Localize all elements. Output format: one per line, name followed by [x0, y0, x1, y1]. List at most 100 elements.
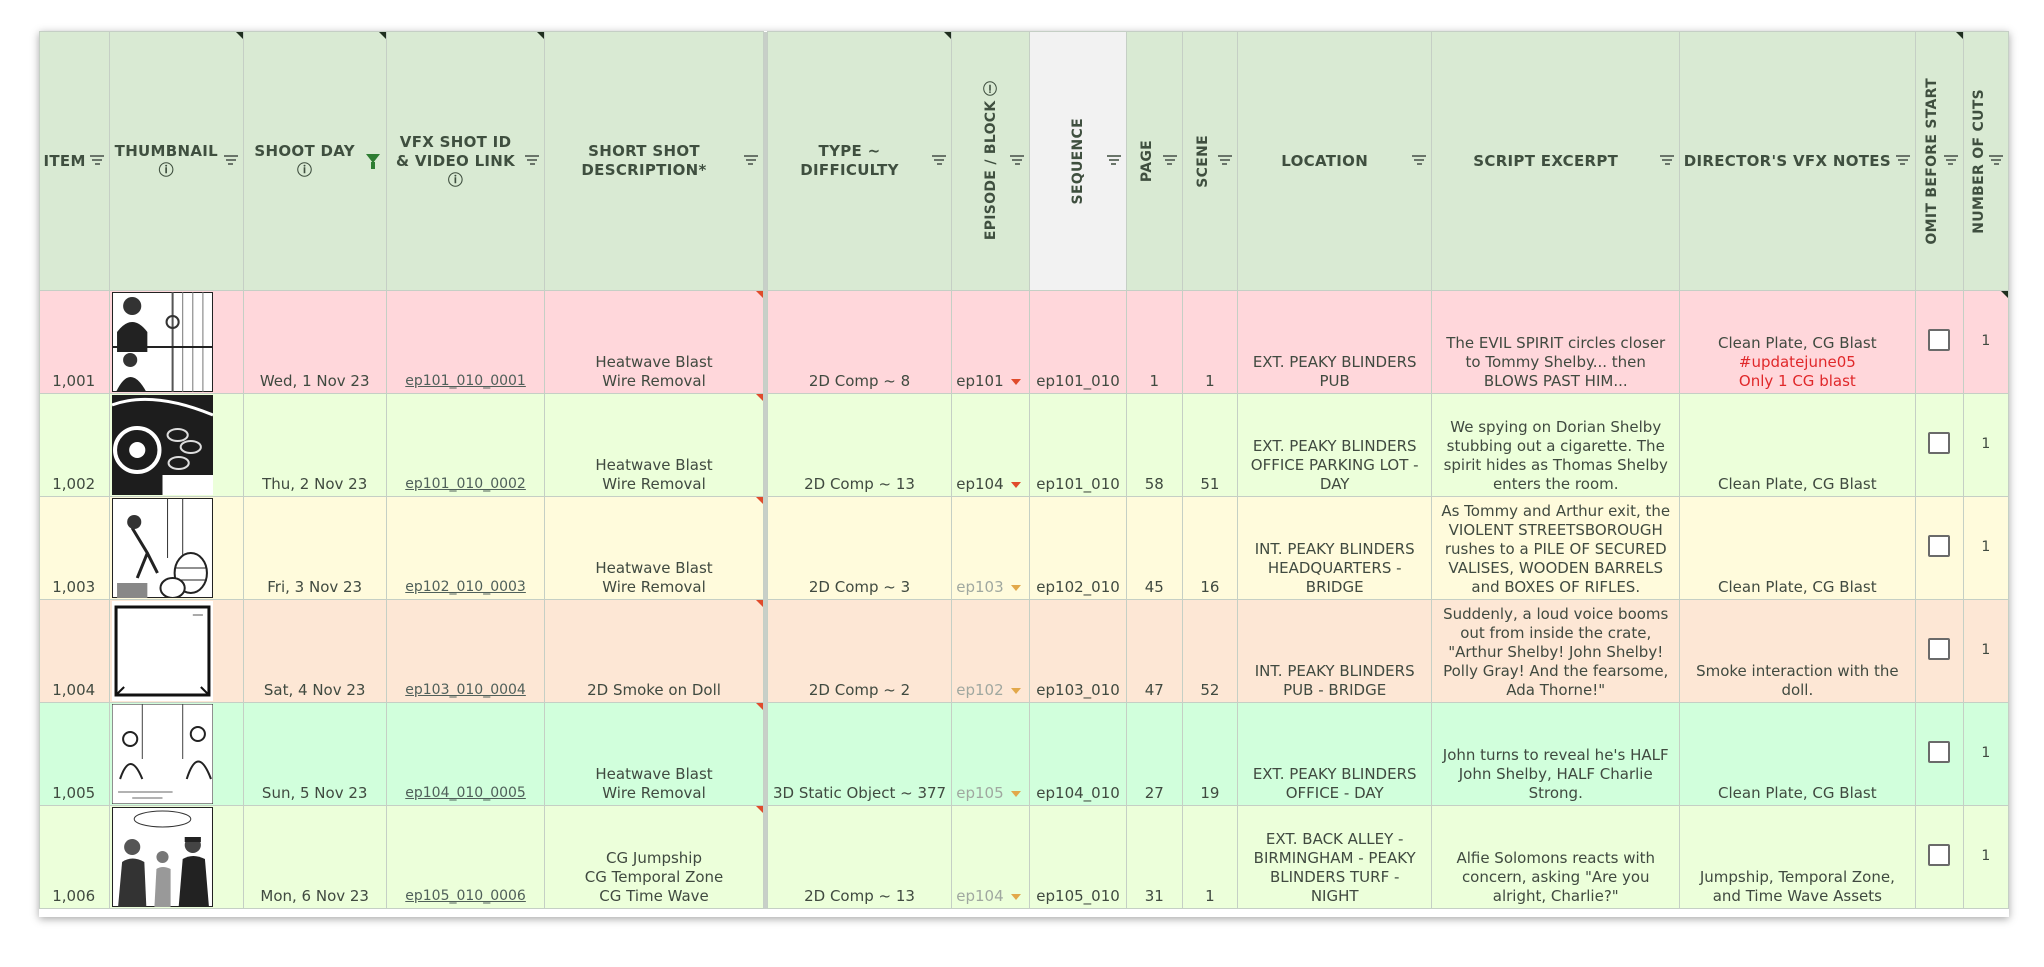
dropdown-arrow-icon[interactable] [1011, 585, 1022, 591]
page-cell[interactable]: 47 [1125, 599, 1183, 703]
vfx-shot-link[interactable]: ep102_010_0003 [385, 496, 546, 600]
thumbnail-cell[interactable] [109, 496, 244, 600]
location-cell[interactable]: EXT. PEAKY BLINDERS OFFICE - DAY [1236, 702, 1433, 806]
header-vfx-shot-id[interactable]: VFX SHOT ID & VIDEO LINK ⓘ [385, 31, 546, 291]
item-cell[interactable]: 1,002 [38, 393, 111, 497]
number-of-cuts-cell[interactable]: 1 [1962, 702, 2010, 806]
scene-cell[interactable]: 1 [1181, 290, 1238, 394]
sequence-cell[interactable]: ep101_010 [1029, 393, 1127, 497]
vfx-shot-link[interactable]: ep105_010_0006 [385, 805, 546, 909]
table-row[interactable]: 1,004 Sat, 4 Nov 23 ep103_010_0004 2D Smoke… [38, 599, 2010, 703]
item-cell[interactable]: 1,004 [38, 599, 111, 703]
header-shoot-day[interactable]: SHOOT DAY ⓘ [242, 31, 387, 291]
thumbnail-image[interactable] [112, 601, 214, 701]
omit-checkbox-cell[interactable] [1914, 496, 1964, 600]
table-row[interactable]: 1,002 Thu, 2 Nov 23 ep101_010_0002 Heatwave… [38, 393, 2010, 497]
number-of-cuts-cell[interactable]: 1 [1962, 805, 2010, 909]
shoot-day-cell[interactable]: Sun, 5 Nov 23 [242, 702, 387, 806]
page-cell[interactable]: 58 [1125, 393, 1183, 497]
dropdown-arrow-icon[interactable] [1011, 894, 1022, 900]
dropdown-arrow-icon[interactable] [1011, 482, 1022, 488]
directors-notes-cell[interactable]: Clean Plate, CG Blast [1679, 496, 1916, 600]
script-excerpt-cell[interactable]: Suddenly, a loud voice booms out from ins… [1431, 599, 1681, 703]
thumbnail-image[interactable] [112, 498, 214, 598]
scene-cell[interactable]: 16 [1181, 496, 1238, 600]
vfx-shot-link[interactable]: ep101_010_0001 [385, 290, 546, 394]
omit-checkbox-cell[interactable] [1914, 393, 1964, 497]
sequence-cell[interactable]: ep102_010 [1029, 496, 1127, 600]
header-page[interactable]: PAGE [1125, 31, 1183, 291]
page-cell[interactable]: 1 [1125, 290, 1183, 394]
location-cell[interactable]: EXT. PEAKY BLINDERS PUB [1236, 290, 1433, 394]
thumbnail-image[interactable] [112, 395, 214, 495]
page-cell[interactable]: 31 [1125, 805, 1183, 909]
directors-notes-cell[interactable]: Clean Plate, CG Blast [1679, 393, 1916, 497]
script-excerpt-cell[interactable]: We spying on Dorian Shelby stubbing out a… [1431, 393, 1681, 497]
episode-dropdown[interactable]: ep104 [951, 805, 1031, 909]
omit-checkbox[interactable] [1928, 843, 1951, 866]
directors-notes-cell[interactable]: Jumpship, Temporal Zone, and Time Wave As… [1679, 805, 1916, 909]
header-short-description[interactable]: SHORT SHOT DESCRIPTION* [544, 31, 764, 291]
vfx-shot-link[interactable]: ep104_010_0005 [385, 702, 546, 806]
page-cell[interactable]: 27 [1125, 702, 1183, 806]
location-cell[interactable]: INT. PEAKY BLINDERS HEADQUARTERS - BRIDGE [1236, 496, 1433, 600]
directors-notes-cell[interactable]: Clean Plate, CG Blast [1679, 702, 1916, 806]
episode-dropdown[interactable]: ep105 [951, 702, 1031, 806]
location-cell[interactable]: EXT. BACK ALLEY - BIRMINGHAM - PEAKY BLIND… [1236, 805, 1433, 909]
table-row[interactable]: 1,001 Wed, 1 Nov 23 ep101_010_0001 Heatwave… [38, 290, 2010, 394]
directors-notes-cell[interactable]: Smoke interaction with the doll. [1679, 599, 1916, 703]
scene-cell[interactable]: 19 [1181, 702, 1238, 806]
table-row[interactable]: 1,003 Fri, 3 Nov 23 ep102_010_0003 Heatwave… [38, 496, 2010, 600]
thumbnail-cell[interactable] [109, 805, 244, 909]
filter-icon[interactable] [1010, 155, 1025, 167]
number-of-cuts-cell[interactable]: 1 [1962, 290, 2010, 394]
sequence-cell[interactable]: ep103_010 [1029, 599, 1127, 703]
header-directors-notes[interactable]: DIRECTOR'S VFX NOTES [1679, 31, 1916, 291]
sequence-cell[interactable]: ep105_010 [1029, 805, 1127, 909]
filter-icon[interactable] [1162, 155, 1177, 167]
header-scene[interactable]: SCENE [1181, 31, 1238, 291]
description-cell[interactable]: Heatwave Blast Wire Removal [544, 496, 764, 600]
filter-icon[interactable] [1660, 155, 1675, 167]
vfx-shot-link[interactable]: ep101_010_0002 [385, 393, 546, 497]
script-excerpt-cell[interactable]: John turns to reveal he's HALF John Shelb… [1431, 702, 1681, 806]
page-cell[interactable]: 45 [1125, 496, 1183, 600]
item-cell[interactable]: 1,003 [38, 496, 111, 600]
sequence-cell[interactable]: ep101_010 [1029, 290, 1127, 394]
dropdown-arrow-icon[interactable] [1011, 688, 1022, 694]
type-difficulty-cell[interactable]: 2D Comp ~ 13 [766, 393, 953, 497]
script-excerpt-cell[interactable]: As Tommy and Arthur exit, the VIOLENT STR… [1431, 496, 1681, 600]
shoot-day-cell[interactable]: Sat, 4 Nov 23 [242, 599, 387, 703]
header-script-excerpt[interactable]: SCRIPT EXCERPT [1431, 31, 1681, 291]
filter-icon[interactable] [1217, 155, 1232, 167]
scene-cell[interactable]: 1 [1181, 805, 1238, 909]
type-difficulty-cell[interactable]: 2D Comp ~ 8 [766, 290, 953, 394]
description-cell[interactable]: 2D Smoke on Doll [544, 599, 764, 703]
thumbnail-cell[interactable] [109, 702, 244, 806]
number-of-cuts-cell[interactable]: 1 [1962, 599, 2010, 703]
episode-dropdown[interactable]: ep104 [951, 393, 1031, 497]
omit-checkbox[interactable] [1928, 431, 1951, 454]
header-thumbnail[interactable]: THUMBNAIL ⓘ [109, 31, 244, 291]
header-type-difficulty[interactable]: TYPE ~ DIFFICULTY [766, 31, 953, 291]
item-cell[interactable]: 1,001 [38, 290, 111, 394]
directors-notes-cell[interactable]: Clean Plate, CG Blast #updatejune05 Only 1… [1679, 290, 1916, 394]
scene-cell[interactable]: 51 [1181, 393, 1238, 497]
type-difficulty-cell[interactable]: 3D Static Object ~ 377 [766, 702, 953, 806]
item-cell[interactable]: 1,005 [38, 702, 111, 806]
filter-icon[interactable] [525, 155, 540, 167]
header-episode-block[interactable]: EPISODE / BLOCK ⓘ [951, 31, 1031, 291]
thumbnail-image[interactable] [112, 807, 214, 907]
frozen-column-divider[interactable] [763, 31, 768, 291]
filter-icon[interactable] [1989, 155, 2003, 167]
shoot-day-cell[interactable]: Wed, 1 Nov 23 [242, 290, 387, 394]
shoot-day-cell[interactable]: Mon, 6 Nov 23 [242, 805, 387, 909]
type-difficulty-cell[interactable]: 2D Comp ~ 2 [766, 599, 953, 703]
filter-icon[interactable] [1412, 155, 1427, 167]
sequence-cell[interactable]: ep104_010 [1029, 702, 1127, 806]
location-cell[interactable]: EXT. PEAKY BLINDERS OFFICE PARKING LOT -D… [1236, 393, 1433, 497]
header-omit-before-start[interactable]: OMIT BEFORE START [1914, 31, 1964, 291]
filter-icon[interactable] [743, 155, 758, 167]
filter-icon[interactable] [1895, 155, 1910, 167]
thumbnail-cell[interactable] [109, 393, 244, 497]
